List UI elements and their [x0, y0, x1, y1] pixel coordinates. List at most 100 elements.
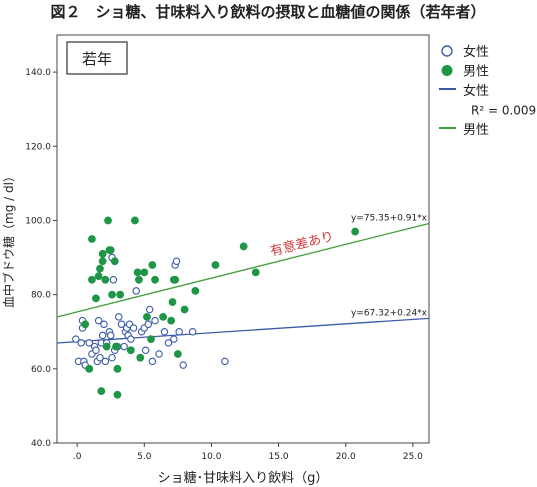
data-point-female: [155, 350, 163, 358]
data-point-male: [113, 364, 122, 373]
data-point-male: [98, 257, 107, 266]
data-point-male: [167, 316, 176, 325]
data-point-male: [168, 298, 177, 306]
fit-line-female: [56, 317, 430, 344]
plot-frame: [56, 34, 430, 444]
x-tick-label: 20.0: [336, 452, 356, 462]
data-point-male: [147, 335, 155, 344]
y-axis-label: 血中ブドウ糖（mg / dl）: [1, 170, 16, 308]
x-tick-label: 25.0: [403, 452, 423, 462]
data-point-male: [351, 227, 360, 236]
data-point-female: [145, 305, 154, 314]
data-point-female: [141, 346, 150, 355]
data-point-male: [94, 272, 103, 280]
legend-r-squared: R² = 0.009: [471, 104, 536, 118]
data-point-female: [132, 287, 140, 295]
data-point-male: [104, 216, 112, 225]
fit-line-male: [56, 222, 430, 318]
data-point-male: [96, 264, 104, 273]
panel-label: 若年: [82, 50, 112, 68]
data-point-female: [108, 353, 116, 362]
data-point-male: [135, 275, 143, 284]
y-tick-label: 100.0: [25, 216, 51, 226]
data-point-female: [179, 361, 187, 369]
data-point-male: [116, 290, 125, 299]
data-point-male: [88, 235, 96, 243]
data-point-male: [88, 275, 96, 284]
data-point-female: [221, 357, 229, 366]
x-axis-label: ショ糖･甘味料入り飲料（g）: [158, 470, 329, 486]
data-point-male: [92, 294, 100, 303]
data-point-female: [109, 276, 118, 284]
data-point-male: [112, 342, 120, 351]
data-point-male: [98, 249, 107, 258]
data-point-female: [72, 335, 80, 343]
data-point-female: [120, 342, 128, 351]
y-tick-label: 80.0: [31, 291, 51, 301]
y-tick-label: 40.0: [31, 439, 51, 449]
data-point-male: [108, 290, 116, 299]
data-point-male: [143, 312, 151, 321]
data-point-male: [180, 305, 189, 314]
data-point-male: [159, 312, 167, 321]
legend-line-label-male: 男性: [463, 123, 489, 138]
data-point-male: [151, 275, 159, 284]
data-point-male: [171, 275, 180, 284]
data-point-male: [130, 216, 139, 225]
data-point-female: [115, 313, 123, 321]
x-tick-label: 15.0: [269, 452, 289, 462]
data-point-male: [136, 353, 145, 362]
x-tick-label: 10.0: [201, 452, 221, 462]
data-point-female: [148, 357, 157, 366]
x-tick-label: 5.0: [137, 452, 152, 462]
y-tick-label: 120.0: [25, 142, 51, 152]
data-point-male: [113, 390, 122, 399]
fit-equation-male: y=75.35+0.91*x: [351, 213, 428, 223]
data-point-female: [160, 327, 169, 336]
x-tick-label: .0: [73, 452, 82, 462]
data-point-female: [151, 316, 159, 325]
data-point-female: [94, 316, 103, 325]
data-point-male: [251, 268, 260, 277]
data-point-female: [164, 339, 173, 347]
data-point-female: [170, 335, 178, 343]
data-point-male: [101, 275, 110, 284]
legend-marker-male: [441, 65, 453, 76]
data-point-female: [172, 257, 181, 266]
data-point-male: [81, 320, 90, 329]
data-point-female: [129, 324, 138, 332]
figure-title: 図２ ショ糖、甘味料入り飲料の摂取と血糖値の関係（若年者）: [50, 3, 485, 21]
legend-label-male: 男性: [463, 65, 489, 80]
data-point-female: [117, 320, 126, 329]
data-point-female: [98, 331, 107, 340]
data-point-female: [106, 331, 115, 340]
data-point-male: [97, 387, 106, 395]
data-point-male: [211, 261, 220, 269]
data-point-female: [175, 327, 183, 336]
data-point-male: [148, 261, 157, 269]
data-point-male: [173, 350, 182, 358]
data-point-female: [188, 327, 197, 336]
data-point-female: [100, 320, 108, 329]
data-point-male: [102, 342, 111, 351]
data-point-male: [140, 268, 149, 277]
fit-equation-female: y=67.32+0.24*x: [351, 308, 428, 318]
panel-label-box: [66, 41, 128, 75]
data-point-male: [106, 246, 115, 255]
data-point-female: [85, 339, 93, 347]
data-point-male: [191, 287, 200, 295]
data-point-female: [92, 346, 100, 355]
legend-marker-female: [441, 45, 453, 57]
data-point-male: [133, 268, 142, 277]
data-point-female: [101, 357, 110, 366]
data-point-female: [77, 339, 85, 347]
data-point-male: [239, 242, 248, 251]
data-point-female: [127, 335, 135, 343]
legend-label-female: 女性: [463, 44, 489, 60]
data-point-male: [85, 364, 94, 373]
data-point-male: [110, 257, 119, 266]
data-point-female: [144, 320, 153, 329]
y-tick-label: 60.0: [31, 365, 51, 375]
legend-line-label-female: 女性: [463, 83, 489, 99]
